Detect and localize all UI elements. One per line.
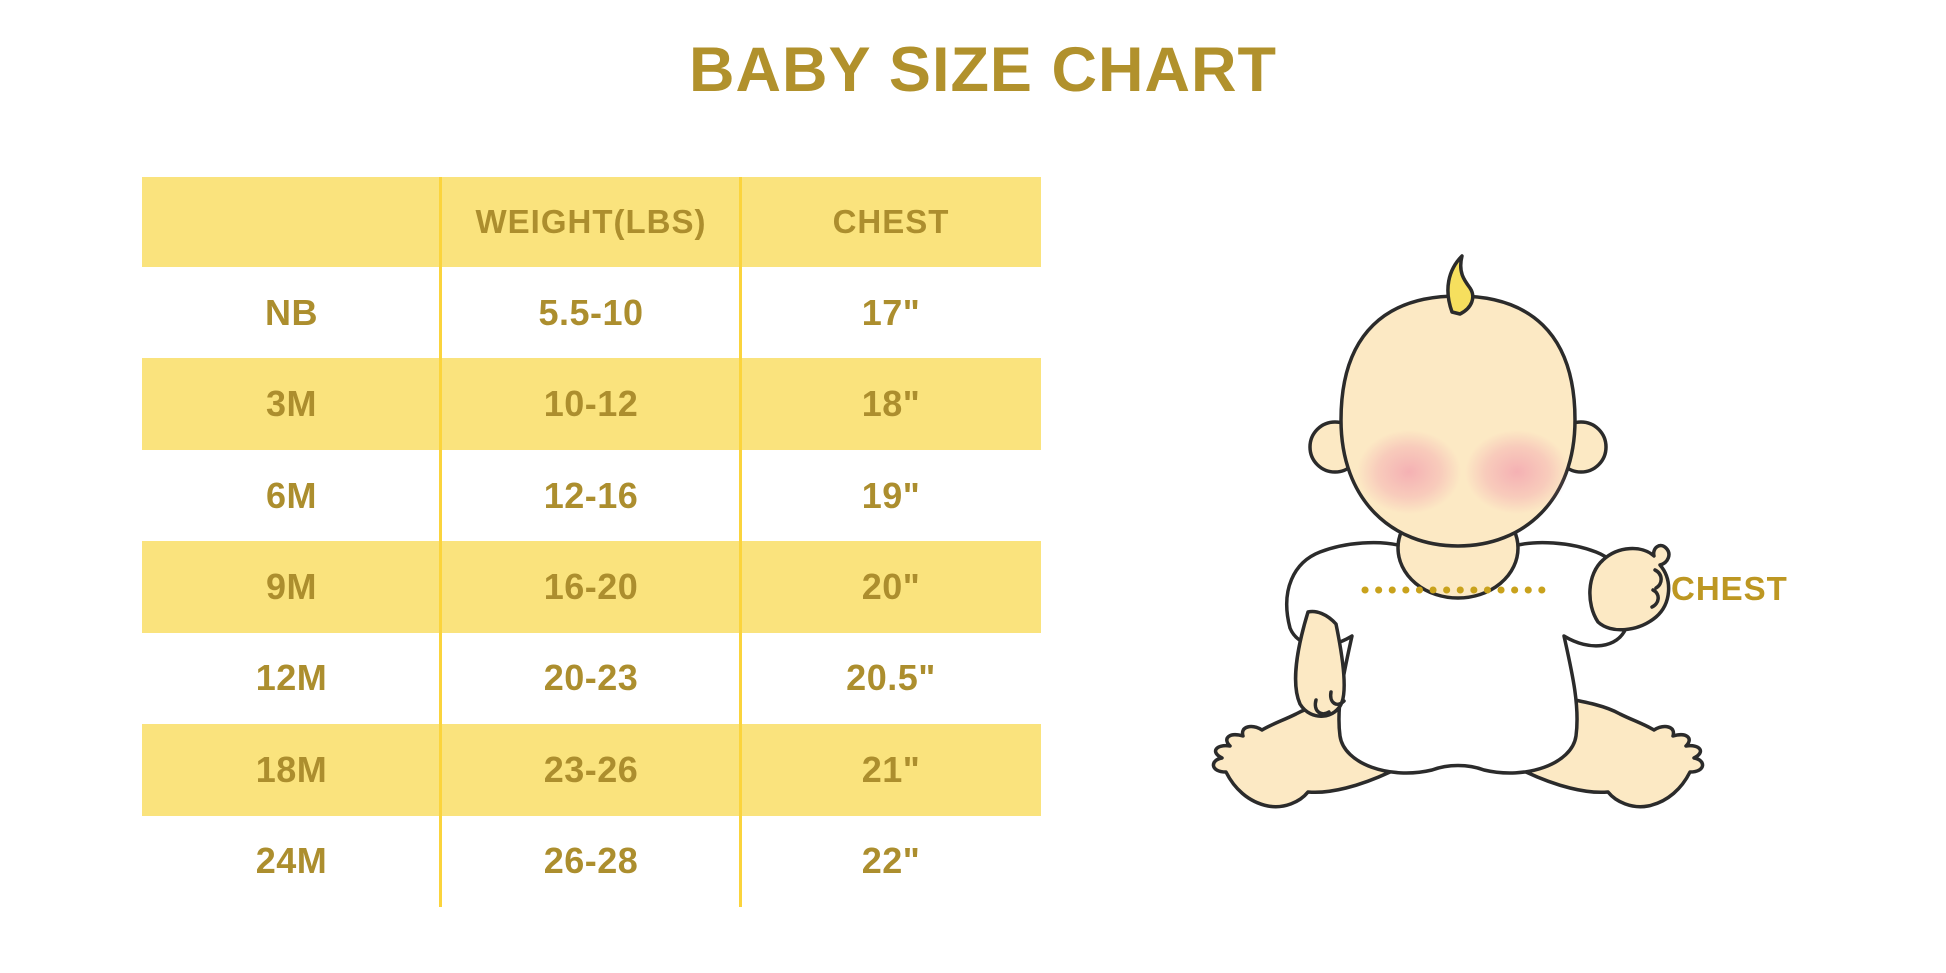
- page-title: BABY SIZE CHART: [689, 35, 1277, 105]
- row-18m-weight: 23-26: [441, 724, 741, 816]
- header-chest: CHEST: [741, 177, 1041, 267]
- row-6m-chest: 19": [861, 474, 921, 516]
- baby-arm-left: [1293, 609, 1346, 718]
- size-table: WEIGHT(LBS) CHEST NB 5.5-10 17" 3M 10-12…: [142, 177, 1041, 907]
- column-divider-1: [439, 177, 442, 907]
- row-9m-size: 9M: [142, 541, 441, 633]
- row-nb-weight: 5.5-10: [538, 291, 644, 333]
- row-3m-weight: 10-12: [441, 358, 741, 450]
- row-9m-weight: 16-20: [441, 541, 741, 633]
- row-18m-size: 18M: [142, 724, 441, 816]
- baby-cheek-left: [1357, 430, 1461, 514]
- row-nb-chest: 17": [861, 291, 921, 333]
- row-24m-chest: 22": [861, 840, 921, 882]
- header-weight: WEIGHT(LBS): [441, 177, 741, 267]
- row-12m-chest: 20.5": [846, 657, 936, 699]
- row-24m-weight: 26-28: [543, 840, 639, 882]
- row-12m-weight: 20-23: [543, 657, 639, 699]
- chest-label: CHEST: [1671, 570, 1788, 607]
- row-nb-size: NB: [265, 291, 318, 333]
- header-size: [142, 177, 441, 267]
- baby-sitting-icon: [1211, 254, 1705, 809]
- row-9m-chest: 20": [741, 541, 1041, 633]
- row-3m-chest: 18": [741, 358, 1041, 450]
- row-6m-size: 6M: [265, 474, 317, 516]
- row-3m-size: 3M: [142, 358, 441, 450]
- column-divider-2: [739, 177, 742, 907]
- row-18m-chest: 21": [741, 724, 1041, 816]
- row-6m-weight: 12-16: [543, 474, 639, 516]
- row-12m-size: 12M: [255, 657, 328, 699]
- baby-fist-right: [1588, 543, 1671, 632]
- row-24m-size: 24M: [255, 840, 328, 882]
- baby-cheek-right: [1465, 430, 1569, 514]
- baby-hair-curl: [1446, 254, 1475, 316]
